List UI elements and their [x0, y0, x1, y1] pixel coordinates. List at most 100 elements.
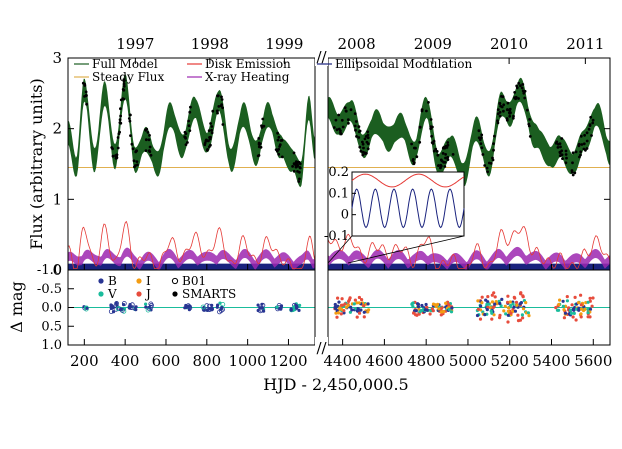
flux-point	[585, 139, 589, 143]
flux-point	[187, 119, 191, 123]
residual-point	[362, 315, 366, 319]
residual-point-b01	[145, 307, 151, 313]
flux-point	[590, 134, 593, 137]
residual-point	[506, 313, 510, 317]
flux-point	[292, 151, 296, 155]
flux-point	[129, 113, 132, 117]
flux-axis-title: Flux (arbitrary units)	[27, 78, 46, 249]
flux-point	[146, 131, 150, 134]
flux-point	[118, 118, 122, 122]
residual-point	[437, 307, 441, 311]
x-tick-label: 5400	[532, 352, 570, 370]
flux-point	[354, 128, 357, 132]
residual-point	[502, 309, 506, 313]
xray-heating-2	[328, 246, 610, 270]
residual-point	[508, 300, 512, 304]
flux-point	[439, 164, 443, 168]
year-label: 2011	[566, 35, 604, 53]
flux-point	[119, 107, 122, 111]
flux-point	[292, 169, 296, 173]
flux-y-tick-label: 1	[52, 190, 62, 208]
flux-point	[147, 138, 151, 142]
flux-points-group-0	[81, 81, 88, 106]
flux-point	[520, 86, 524, 90]
flux-point	[337, 127, 341, 131]
flux-point	[485, 166, 489, 170]
flux-point	[443, 146, 447, 150]
flux-point	[134, 164, 137, 167]
residual-point	[591, 296, 595, 300]
flux-point	[446, 155, 450, 159]
ellipsoidal-band-1	[68, 263, 315, 270]
flux-point	[425, 109, 428, 113]
residual-point	[514, 300, 519, 304]
flux-point	[118, 130, 121, 134]
flux-point	[479, 142, 483, 146]
flux-point	[492, 142, 495, 146]
zoom-inset: 0.2 0.1 0 -0.1	[324, 165, 465, 264]
flux-point	[515, 84, 519, 88]
legend-marker	[171, 277, 179, 285]
flux-point	[451, 153, 455, 156]
flux-point	[443, 165, 447, 168]
residual-point	[506, 300, 510, 304]
residual-group-9	[289, 302, 302, 313]
flux-point	[332, 126, 336, 129]
residual-point	[357, 301, 361, 305]
residual-point	[424, 302, 428, 307]
flux-point	[220, 98, 224, 101]
flux-point	[186, 141, 189, 144]
flux-point	[591, 118, 595, 122]
residual-point	[586, 300, 590, 304]
residual-point	[215, 305, 219, 309]
residual-point	[258, 306, 262, 310]
x-tick-label: 1200	[269, 352, 307, 370]
residual-point	[362, 310, 366, 314]
residual-point	[574, 318, 578, 322]
flux-point	[441, 152, 445, 155]
residual-point	[442, 309, 446, 314]
residual-frame-right	[327, 269, 611, 346]
flux-point	[131, 147, 135, 151]
flux-point	[337, 113, 341, 117]
flux-point	[119, 114, 122, 118]
flux-point	[528, 118, 531, 121]
flux-point	[571, 151, 575, 155]
residual-point	[355, 301, 359, 305]
residual-point	[521, 316, 525, 320]
axis-break-bottom: //	[315, 337, 328, 357]
residual-group-3	[144, 301, 155, 313]
residual-point	[588, 307, 593, 311]
flux-point	[278, 143, 282, 147]
residual-group-7	[256, 302, 266, 314]
flux-point	[511, 116, 515, 120]
residual-point	[336, 311, 340, 315]
residual-point	[420, 303, 424, 308]
flux-point	[118, 121, 122, 124]
flux-point	[492, 148, 495, 152]
flux-point	[144, 149, 148, 153]
residual-point	[339, 312, 343, 316]
residual-point	[362, 304, 366, 308]
residual-point	[569, 311, 574, 315]
residual-point	[493, 302, 497, 306]
flux-point	[436, 153, 440, 157]
flux-point	[517, 81, 521, 85]
year-label: 1997	[116, 35, 154, 53]
flux-point	[209, 143, 212, 147]
residual-point	[339, 303, 344, 307]
flux-point	[220, 95, 223, 99]
flux-point	[339, 132, 343, 136]
residual-point	[485, 308, 489, 312]
flux-point	[144, 138, 148, 142]
flux-point	[429, 118, 433, 121]
flux-points-group-8	[274, 131, 284, 159]
flux-point	[291, 165, 294, 168]
residual-point	[480, 295, 484, 299]
x-tick-label: 4600	[365, 352, 403, 370]
flux-point	[573, 171, 577, 175]
residual-point	[352, 302, 356, 306]
residual-point	[579, 315, 583, 319]
residual-y-tick-label: -1.0	[37, 263, 62, 278]
residual-point	[561, 304, 565, 308]
